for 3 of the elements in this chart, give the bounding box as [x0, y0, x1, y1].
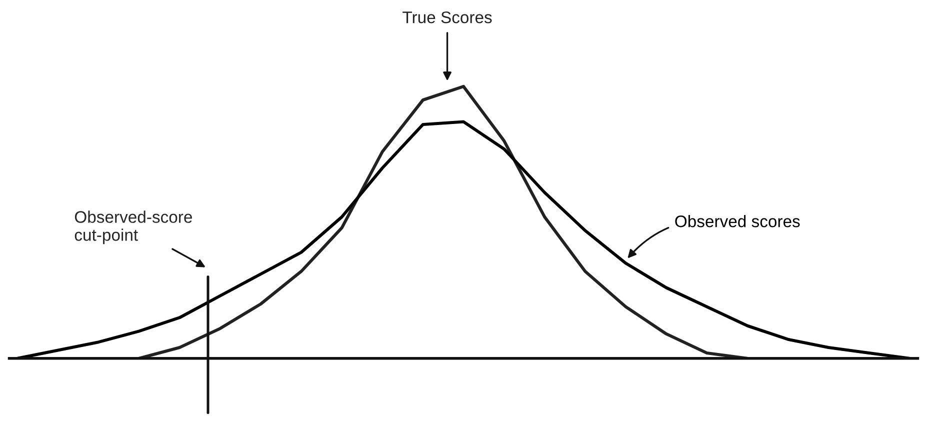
text: Observed scores [675, 215, 800, 228]
text: True Scores [402, 11, 492, 24]
annotation: Observed-score cut-point [74, 210, 192, 244]
